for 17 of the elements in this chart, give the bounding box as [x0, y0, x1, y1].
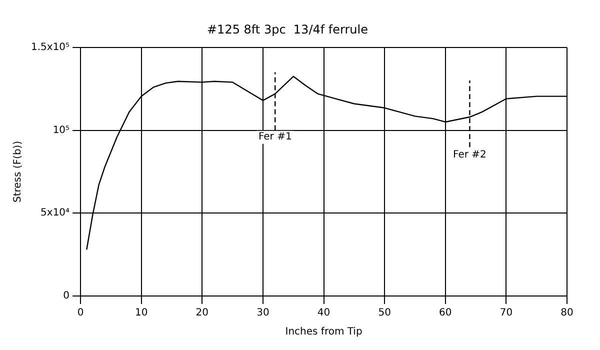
x-tick-label: 20 [196, 308, 209, 319]
y-axis-title: Stress (F(b)) [12, 140, 24, 203]
y-tick-label: 1.5x10⁵ [30, 42, 70, 53]
x-tick-label: 30 [256, 308, 270, 319]
x-tick-label: 0 [77, 308, 84, 319]
y-tick-label: 5x10⁴ [40, 208, 70, 219]
x-tick-label: 50 [378, 308, 391, 319]
y-tick-label: 0 [63, 290, 70, 302]
x-tick-label: 40 [317, 308, 330, 319]
y-tick-label: 10⁵ [52, 124, 70, 136]
chart-title: #125 8ft 3pc 13/4f ferrule [207, 22, 368, 36]
x-tick-label: 70 [500, 308, 513, 319]
x-tick-label: 60 [439, 308, 452, 319]
x-tick-label: 10 [134, 308, 148, 319]
x-tick-label: 80 [560, 308, 574, 319]
annotation: Fer #1 [258, 132, 292, 143]
x-axis-title: Inches from Tip [285, 326, 362, 338]
